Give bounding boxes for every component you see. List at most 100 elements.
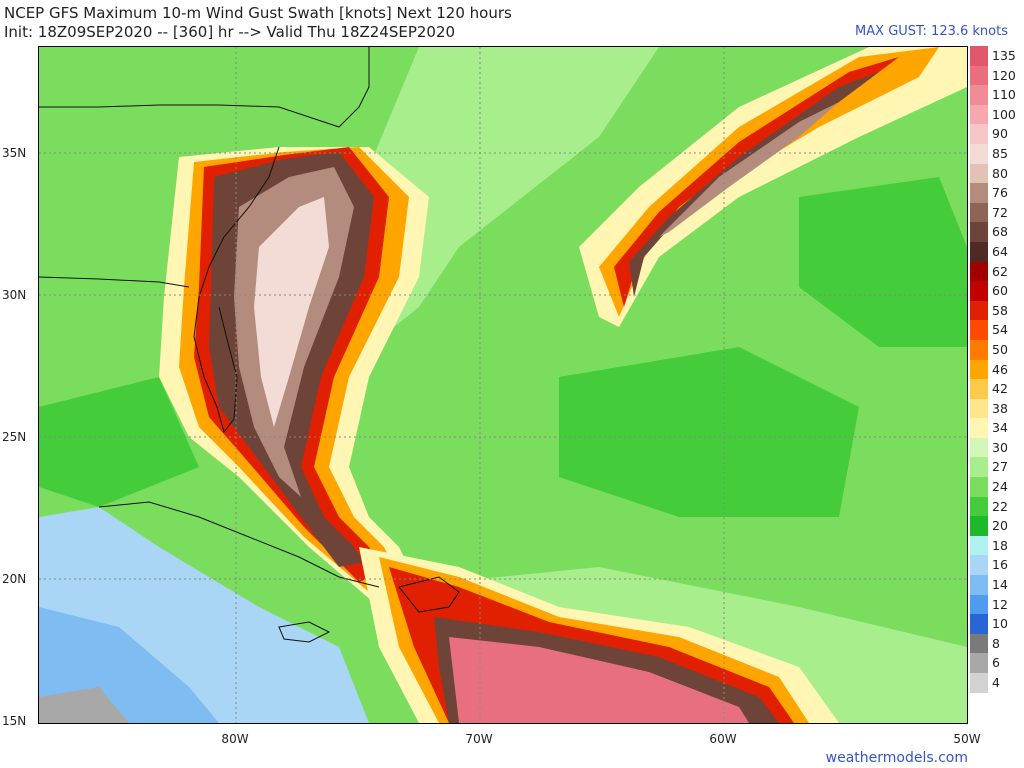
us-northeast-coast xyxy=(39,47,370,128)
hispaniola-coast xyxy=(398,576,460,613)
colorbar-label: 135 xyxy=(992,48,1016,63)
colorbar-cell xyxy=(970,516,988,536)
colorbar-label: 12 xyxy=(992,596,1008,612)
colorbar-cell xyxy=(970,241,988,262)
colorbar-label: 68 xyxy=(992,224,1008,240)
colorbar-cell xyxy=(970,46,988,66)
colorbar-cell xyxy=(970,85,988,105)
colorbar-cell xyxy=(970,555,988,576)
lon-label-60w: 60W xyxy=(709,732,737,746)
map-canvas xyxy=(39,47,967,723)
colorbar-cell xyxy=(970,457,988,478)
max-gust-label: MAX GUST: 123.6 knots xyxy=(855,24,1008,39)
colorbar-cell xyxy=(970,496,988,517)
colorbar-cell xyxy=(970,143,988,164)
colorbar-label: 42 xyxy=(992,381,1008,397)
colorbar-label: 90 xyxy=(992,126,1008,142)
colorbar-label: 85 xyxy=(992,145,1008,161)
colorbar-cell xyxy=(970,339,988,360)
lon-label-80w: 80W xyxy=(221,732,249,746)
colorbar-label: 18 xyxy=(992,537,1008,553)
colorbar-cell xyxy=(970,183,988,203)
colorbar-label: 38 xyxy=(992,400,1008,416)
colorbar-cell xyxy=(970,222,988,242)
colorbar-label: 60 xyxy=(992,283,1008,299)
lon-label-70w: 70W xyxy=(465,732,493,746)
colorbar-cell xyxy=(970,261,988,282)
colorbar-label: 76 xyxy=(992,185,1008,201)
colorbar-label: 72 xyxy=(992,204,1008,220)
colorbar-label: 20 xyxy=(992,518,1008,534)
colorbar-cell xyxy=(970,594,988,615)
colorbar-cell xyxy=(970,535,988,556)
colorbar-label: 54 xyxy=(992,322,1008,338)
cuba-coast xyxy=(98,501,380,588)
lon-label-50w: 50W xyxy=(953,732,981,746)
colorbar-cell xyxy=(970,163,988,184)
colorbar-label: 22 xyxy=(992,498,1008,514)
lat-label-20n: 20N xyxy=(2,572,27,586)
colorbar-label: 110 xyxy=(992,87,1016,103)
swath-ne-orange xyxy=(599,47,939,317)
colorbar-label: 100 xyxy=(992,106,1016,122)
dark-green-patch-ne xyxy=(799,177,967,347)
colorbar-cell xyxy=(970,575,988,595)
swath-ne-tan xyxy=(659,102,839,237)
colorbar-cell xyxy=(970,359,988,380)
colorbar-cell xyxy=(970,633,988,654)
colorbar-cell xyxy=(970,673,988,693)
map-title: NCEP GFS Maximum 10-m Wind Gust Swath [k… xyxy=(4,4,512,42)
lat-label-30n: 30N xyxy=(2,288,27,302)
colorbar-cell xyxy=(970,398,988,419)
colorbar-label: 8 xyxy=(992,635,1000,651)
title-line-2: Init: 18Z09SEP2020 -- [360] hr --> Valid… xyxy=(4,23,456,41)
colorbar-cell xyxy=(970,104,988,125)
colorbar-label: 64 xyxy=(992,243,1008,259)
colorbar-cell xyxy=(970,614,988,634)
colorbar-label: 34 xyxy=(992,420,1008,436)
swath-main-pink xyxy=(254,197,329,427)
colorbar-label: 24 xyxy=(992,479,1008,495)
lat-label-25n: 25N xyxy=(2,430,27,444)
colorbar-label: 6 xyxy=(992,655,1000,671)
colorbar-cell xyxy=(970,65,988,86)
calm-patch xyxy=(39,687,129,723)
colorbar-cell xyxy=(970,379,988,399)
colorbar-label: 50 xyxy=(992,341,1008,357)
swath-ne-yellow xyxy=(579,47,967,327)
colorbar-label: 80 xyxy=(992,165,1008,181)
colorbar-label: 10 xyxy=(992,616,1008,632)
colorbar-cell xyxy=(970,281,988,301)
wind-gust-map xyxy=(38,46,968,724)
colorbar-label: 120 xyxy=(992,67,1016,83)
colorbar-labels: 135 120 110 100 90 85 80 76 72 68 64 62 60 58 54 50 46 42… xyxy=(992,46,1016,693)
colorbar-cell xyxy=(970,300,988,321)
colorbar-label: 30 xyxy=(992,439,1008,455)
colorbar-label: 46 xyxy=(992,361,1008,377)
colorbar-cell xyxy=(970,653,988,673)
colorbar-cell xyxy=(970,477,988,497)
colorbar-label: 16 xyxy=(992,557,1008,573)
title-line-1: NCEP GFS Maximum 10-m Wind Gust Swath [k… xyxy=(4,4,512,22)
colorbar xyxy=(970,46,988,693)
colorbar-label: 27 xyxy=(992,459,1008,475)
lat-label-35n: 35N xyxy=(2,146,27,160)
lat-label-15n: 15N xyxy=(2,714,27,728)
colorbar-cell xyxy=(970,202,988,223)
colorbar-cell xyxy=(970,437,988,458)
colorbar-label: 14 xyxy=(992,577,1008,593)
coastlines xyxy=(39,47,460,643)
colorbar-label: 58 xyxy=(992,302,1008,318)
colorbar-label: 4 xyxy=(992,675,1000,690)
colorbar-label: 62 xyxy=(992,263,1008,279)
gulf-coast xyxy=(39,276,190,288)
dark-green-patch xyxy=(559,347,859,517)
colorbar-cell xyxy=(970,124,988,144)
credit-footer: weathermodels.com xyxy=(825,750,968,766)
swath-south-pink xyxy=(449,637,749,723)
light-green-band xyxy=(369,47,659,347)
dark-green-patch-gulf xyxy=(39,377,199,507)
jamaica-coast xyxy=(278,621,331,643)
colorbar-cell xyxy=(970,320,988,340)
colorbar-cell xyxy=(970,418,988,438)
